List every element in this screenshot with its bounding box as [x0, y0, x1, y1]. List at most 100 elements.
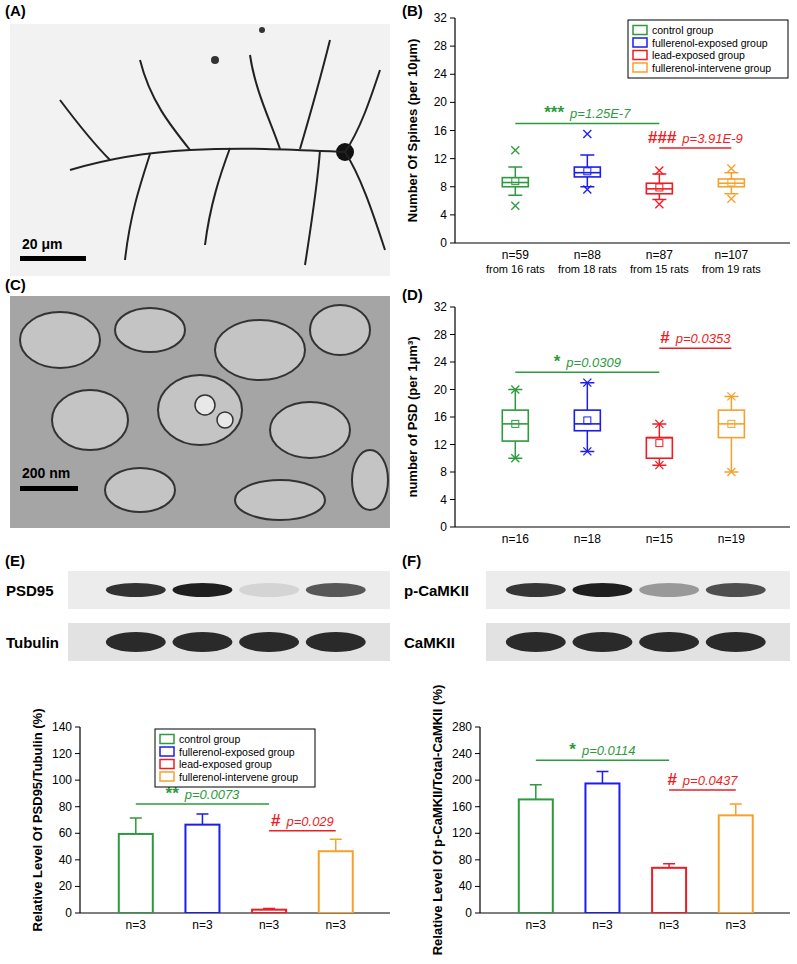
x-tick-note: from 16 rats: [486, 263, 545, 275]
error-bar: [663, 864, 675, 868]
median: [574, 172, 600, 174]
y-tick: [75, 780, 80, 781]
whisker-low: [652, 458, 666, 465]
error-bar: [730, 804, 742, 815]
y-tick: [475, 886, 480, 887]
y-axis-label: Relative Level Of PSD95/Tubulin (%): [30, 709, 45, 932]
x-tick-note: from 15 rats: [630, 263, 689, 275]
significance-stars: #: [667, 770, 677, 789]
significance-label: ###p=3.91E-9: [648, 128, 743, 147]
micrograph-background: [10, 296, 390, 528]
significance-line: [269, 830, 336, 832]
significance-stars: #: [660, 328, 670, 347]
legend-box: [628, 20, 788, 78]
y-tick: [450, 158, 455, 159]
significance-label: # p=0.0437: [667, 770, 738, 789]
significance-label: *** p=1.25E-7: [544, 103, 631, 122]
y-tick: [450, 527, 455, 528]
significance-label: *p=0.0114: [569, 740, 635, 759]
significance-label: #p=0.029: [271, 811, 334, 830]
box: [646, 183, 672, 194]
p-value: p=1.25E-7: [569, 106, 631, 121]
y-tick: [475, 833, 480, 834]
y-axis-label: Relative Level Of p-CaMKII/Total-CaMKII …: [430, 685, 445, 956]
organelle: [52, 390, 128, 450]
y-tick-label: 0: [440, 520, 447, 534]
y-tick-label: 4: [440, 208, 447, 222]
whisker-low: [652, 194, 666, 200]
p-value: p=0.0309: [565, 355, 621, 370]
whisker-low: [580, 177, 594, 187]
y-tick-label: 0: [440, 236, 447, 250]
significance-line: [515, 123, 659, 125]
y-tick-label: 40: [459, 879, 473, 893]
y-tick: [75, 753, 80, 754]
legend-swatch: [633, 26, 647, 35]
legend-label: lead-exposed group: [652, 49, 745, 61]
y-tick: [450, 444, 455, 445]
significance-stars: ***: [544, 103, 564, 122]
legend-label: fullerenol-exposed group: [652, 37, 768, 49]
y-tick-label: 200: [452, 773, 472, 787]
y-tick: [475, 727, 480, 728]
y-tick: [75, 727, 80, 728]
p-value: p=0.029: [285, 814, 333, 829]
y-tick-label: 32: [434, 300, 448, 314]
extreme: [511, 454, 519, 462]
label: (D): [402, 286, 423, 303]
y-tick: [450, 46, 455, 47]
legend-swatch: [160, 747, 174, 756]
extreme: [583, 186, 591, 194]
y-tick: [450, 362, 455, 363]
label: (F): [402, 552, 421, 569]
y-tick-label: 12: [434, 438, 448, 452]
bar: [119, 834, 153, 913]
blot-band: [639, 632, 699, 652]
significance-line: [136, 803, 269, 805]
y-tick-label: 28: [434, 39, 448, 53]
legend-swatch: [633, 51, 647, 60]
micrograph-background: [10, 24, 390, 276]
extreme: [511, 202, 519, 210]
p-value: p=0.0437: [682, 773, 738, 788]
mean: [584, 168, 591, 175]
error-bar: [130, 818, 142, 834]
blot-band: [572, 632, 632, 652]
mean: [728, 420, 735, 427]
legend-swatch: [160, 735, 174, 744]
p-value: p=3.91E-9: [681, 131, 742, 146]
plot-area: [519, 772, 753, 913]
box: [718, 179, 744, 187]
organelle: [20, 312, 100, 368]
error-bar: [530, 785, 542, 800]
box: [574, 410, 600, 431]
bar: [585, 783, 619, 913]
blot-band: [306, 583, 366, 597]
x-tick-label: n=3: [526, 918, 547, 932]
bar: [252, 910, 286, 913]
significance-line: [515, 372, 659, 374]
box: [502, 178, 528, 187]
y-tick-label: 12: [434, 152, 448, 166]
y-tick: [450, 102, 455, 103]
median: [646, 437, 672, 439]
extreme: [583, 130, 591, 138]
extreme: [727, 164, 735, 172]
label: 20 μm: [22, 236, 62, 252]
blot-band: [172, 583, 232, 597]
bar: [652, 868, 686, 913]
organelle: [215, 320, 305, 380]
y-tick-label: 20: [434, 383, 448, 397]
x-axis: [455, 526, 790, 527]
blot-band: [639, 583, 699, 597]
dendrite: [140, 60, 190, 150]
whisker-high: [580, 155, 594, 167]
x-tick-label: n=3: [326, 918, 347, 932]
blot-band: [306, 632, 366, 652]
organelle: [270, 402, 350, 458]
y-tick: [450, 334, 455, 335]
y-tick: [75, 913, 80, 914]
y-tick: [475, 753, 480, 754]
blot-band: [106, 583, 166, 597]
organelle: [352, 450, 388, 510]
